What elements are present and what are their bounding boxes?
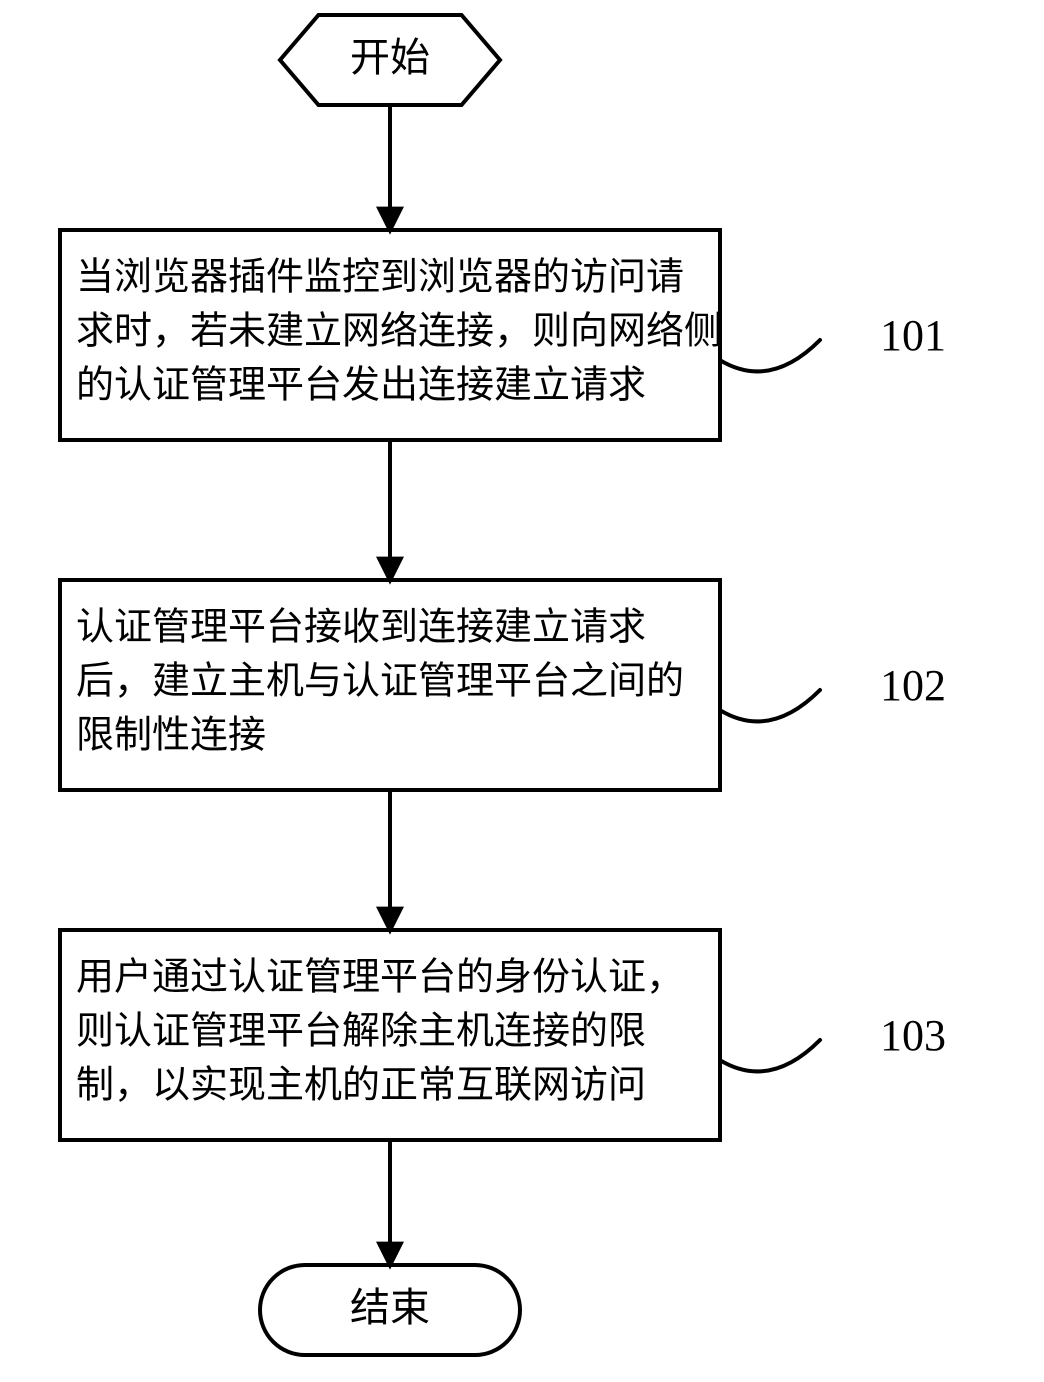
step-102: 认证管理平台接收到连接建立请求后，建立主机与认证管理平台之间的限制性连接 102 [60,580,946,790]
step-connector [720,1040,820,1071]
step-text: 后，建立主机与认证管理平台之间的 [76,661,684,703]
step-103: 用户通过认证管理平台的身份认证， 则认证管理平台解除主机连接的限制，以实现主机的正… [60,930,946,1140]
step-id-label: 102 [880,661,946,710]
step-text: 制，以实现主机的正常互联网访问 [76,1065,646,1107]
step-text: 的认证管理平台发出连接建立请求 [76,365,646,407]
step-101: 当浏览器插件监控到浏览器的访问请求时，若未建立网络连接，则向网络侧的认证管理平台… [60,230,946,440]
step-id-label: 101 [880,311,946,360]
step-text: 当浏览器插件监控到浏览器的访问请 [76,257,684,299]
step-text: 求时，若未建立网络连接，则向网络侧 [76,311,722,353]
end-label: 结束 [350,1285,430,1330]
step-text: 限制性连接 [76,715,266,757]
step-id-label: 103 [880,1011,946,1060]
step-connector [720,690,820,721]
start-label: 开始 [350,35,430,80]
end-node: 结束 [260,1265,520,1355]
step-connector [720,340,820,371]
step-text: 用户通过认证管理平台的身份认证， [76,957,684,999]
start-node: 开始 [280,15,500,105]
step-text: 则认证管理平台解除主机连接的限 [76,1011,646,1053]
step-text: 认证管理平台接收到连接建立请求 [76,607,646,649]
